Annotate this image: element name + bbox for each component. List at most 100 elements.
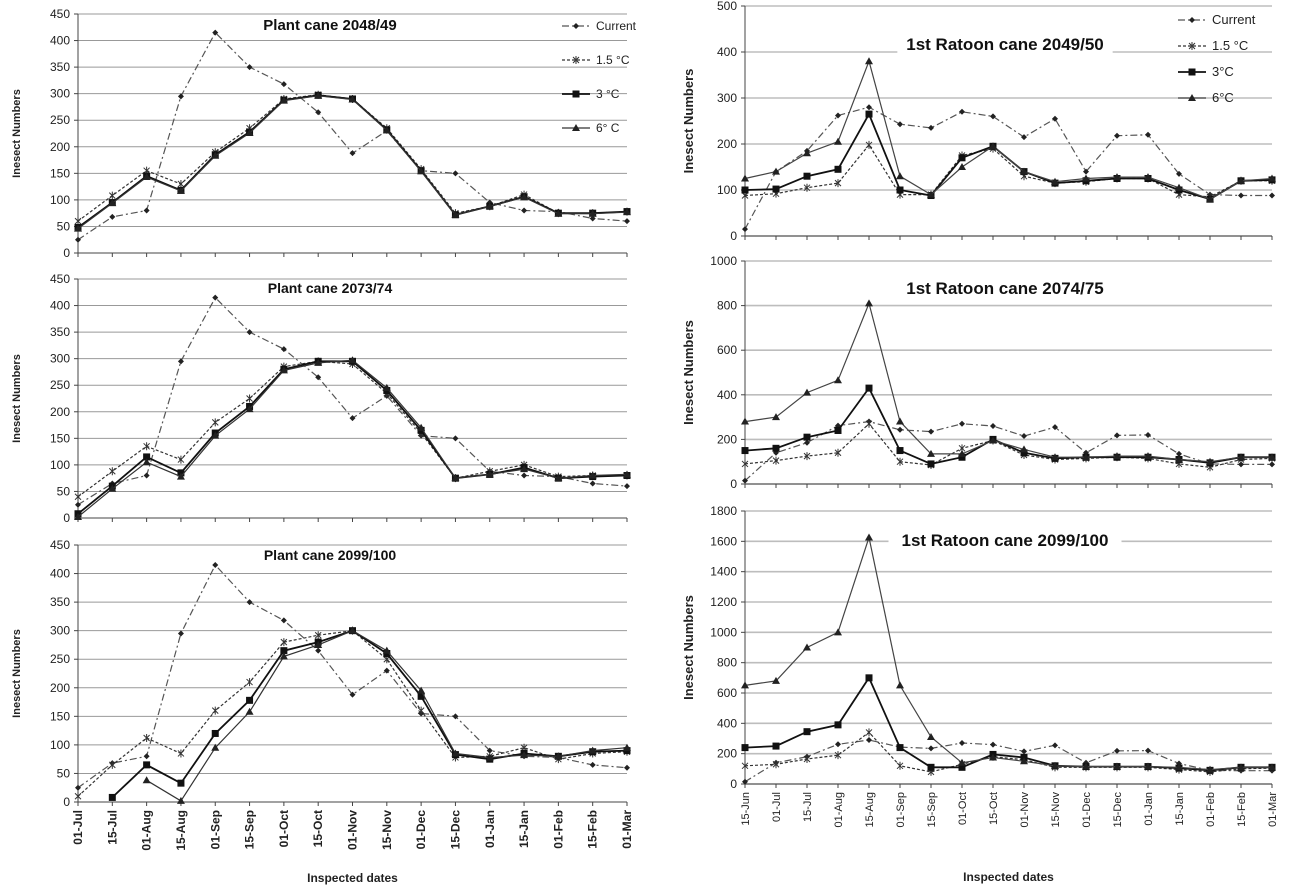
x-tick-label: 01-Sep [895,792,907,827]
x-tick-label: 01-Oct [277,810,291,847]
data-point [772,444,780,452]
data-point [1145,747,1151,754]
data-point [741,744,749,752]
data-point [142,173,151,181]
y-axis-label: Inesect Numbers [11,89,23,178]
data-point [521,472,528,479]
data-point [865,728,873,737]
data-point [1082,174,1090,182]
y-tick-label: 450 [50,538,70,552]
y-tick-label: 0 [63,511,70,525]
data-point [989,753,997,761]
data-point [1020,445,1028,453]
x-tick-label: 15-Aug [174,810,188,851]
data-point [143,442,150,451]
data-point [451,749,460,757]
y-tick-label: 450 [50,272,70,286]
data-point [772,413,780,421]
data-point [212,294,219,301]
data-point [176,796,185,804]
data-point [865,419,873,428]
legend-label: 1.5 °C [1212,38,1248,53]
x-axis-label: Inspected dates [307,871,398,885]
legend-label: Current [1212,12,1256,27]
data-point [990,423,996,430]
series-line [77,360,628,515]
data-point [142,776,151,784]
data-point [1206,457,1214,465]
y-tick-label: 400 [50,567,70,581]
data-point [1237,763,1245,771]
data-point [1206,765,1214,773]
y-tick-label: 350 [50,60,70,74]
data-point [959,108,965,115]
data-point [990,741,996,748]
data-point [1051,177,1059,185]
data-point [803,183,811,192]
y-tick-label: 600 [717,686,737,700]
y-tick-label: 100 [717,183,737,197]
chart-panel-4: 0 100 200 300 400 500 Inesect Numbers 1st Ratoo… [681,0,1276,243]
data-point [177,358,184,365]
data-point [896,744,904,752]
data-point [1268,174,1276,182]
data-point [1051,453,1059,461]
x-tick-label: 15-Feb [1236,792,1248,827]
data-point [865,674,873,682]
x-tick-label: 01-Feb [551,810,565,849]
x-tick-label: 01-Jul [71,810,85,845]
data-point [1238,461,1244,468]
series-line [77,630,628,797]
data-point [382,126,391,134]
data-point [1114,747,1120,754]
legend-label: Current [596,19,637,33]
data-point [212,561,219,568]
data-point [382,646,391,654]
series-line [744,106,1272,230]
data-point [834,137,842,145]
legend-swatch-marker [572,124,580,131]
data-point [834,376,842,384]
data-point [1082,453,1090,461]
data-point [177,179,185,188]
y-tick-label: 250 [50,652,70,666]
data-point [623,208,631,216]
data-point [279,366,288,374]
data-point [803,388,811,396]
series-line [744,420,1272,482]
x-tick-label: 15-Sep [243,810,257,849]
y-tick-label: 600 [717,343,737,357]
legend-entry: 3°C [1178,64,1234,79]
data-point [741,459,749,468]
y-tick-label: 350 [50,595,70,609]
y-tick-label: 1600 [710,534,737,548]
data-point [1269,461,1275,468]
legend-swatch-marker [1188,68,1196,76]
data-point [865,384,873,392]
data-point [520,465,529,473]
x-tick-label: 15-Nov [1050,792,1062,828]
data-point [74,512,82,520]
data-point [246,329,253,336]
x-tick-label: 15-Feb [586,810,600,849]
data-point [520,751,529,759]
data-point [1021,748,1027,755]
x-axis-label: Inspected dates [963,870,1054,884]
data-point [417,686,426,694]
series-line [744,731,1273,773]
data-point [989,142,997,150]
data-point [928,745,934,752]
series-4 [741,299,1276,465]
data-point [927,732,935,740]
data-point [772,185,780,193]
data-point [1020,449,1028,457]
data-point [1145,131,1151,138]
data-point [589,480,596,487]
y-tick-label: 100 [50,458,70,472]
x-tick-label: 15-Oct [988,792,1000,825]
legend-label: 6° C [596,121,620,135]
data-point [1020,757,1028,765]
data-point [741,417,749,425]
series-line [744,675,1272,772]
data-point [772,676,780,684]
